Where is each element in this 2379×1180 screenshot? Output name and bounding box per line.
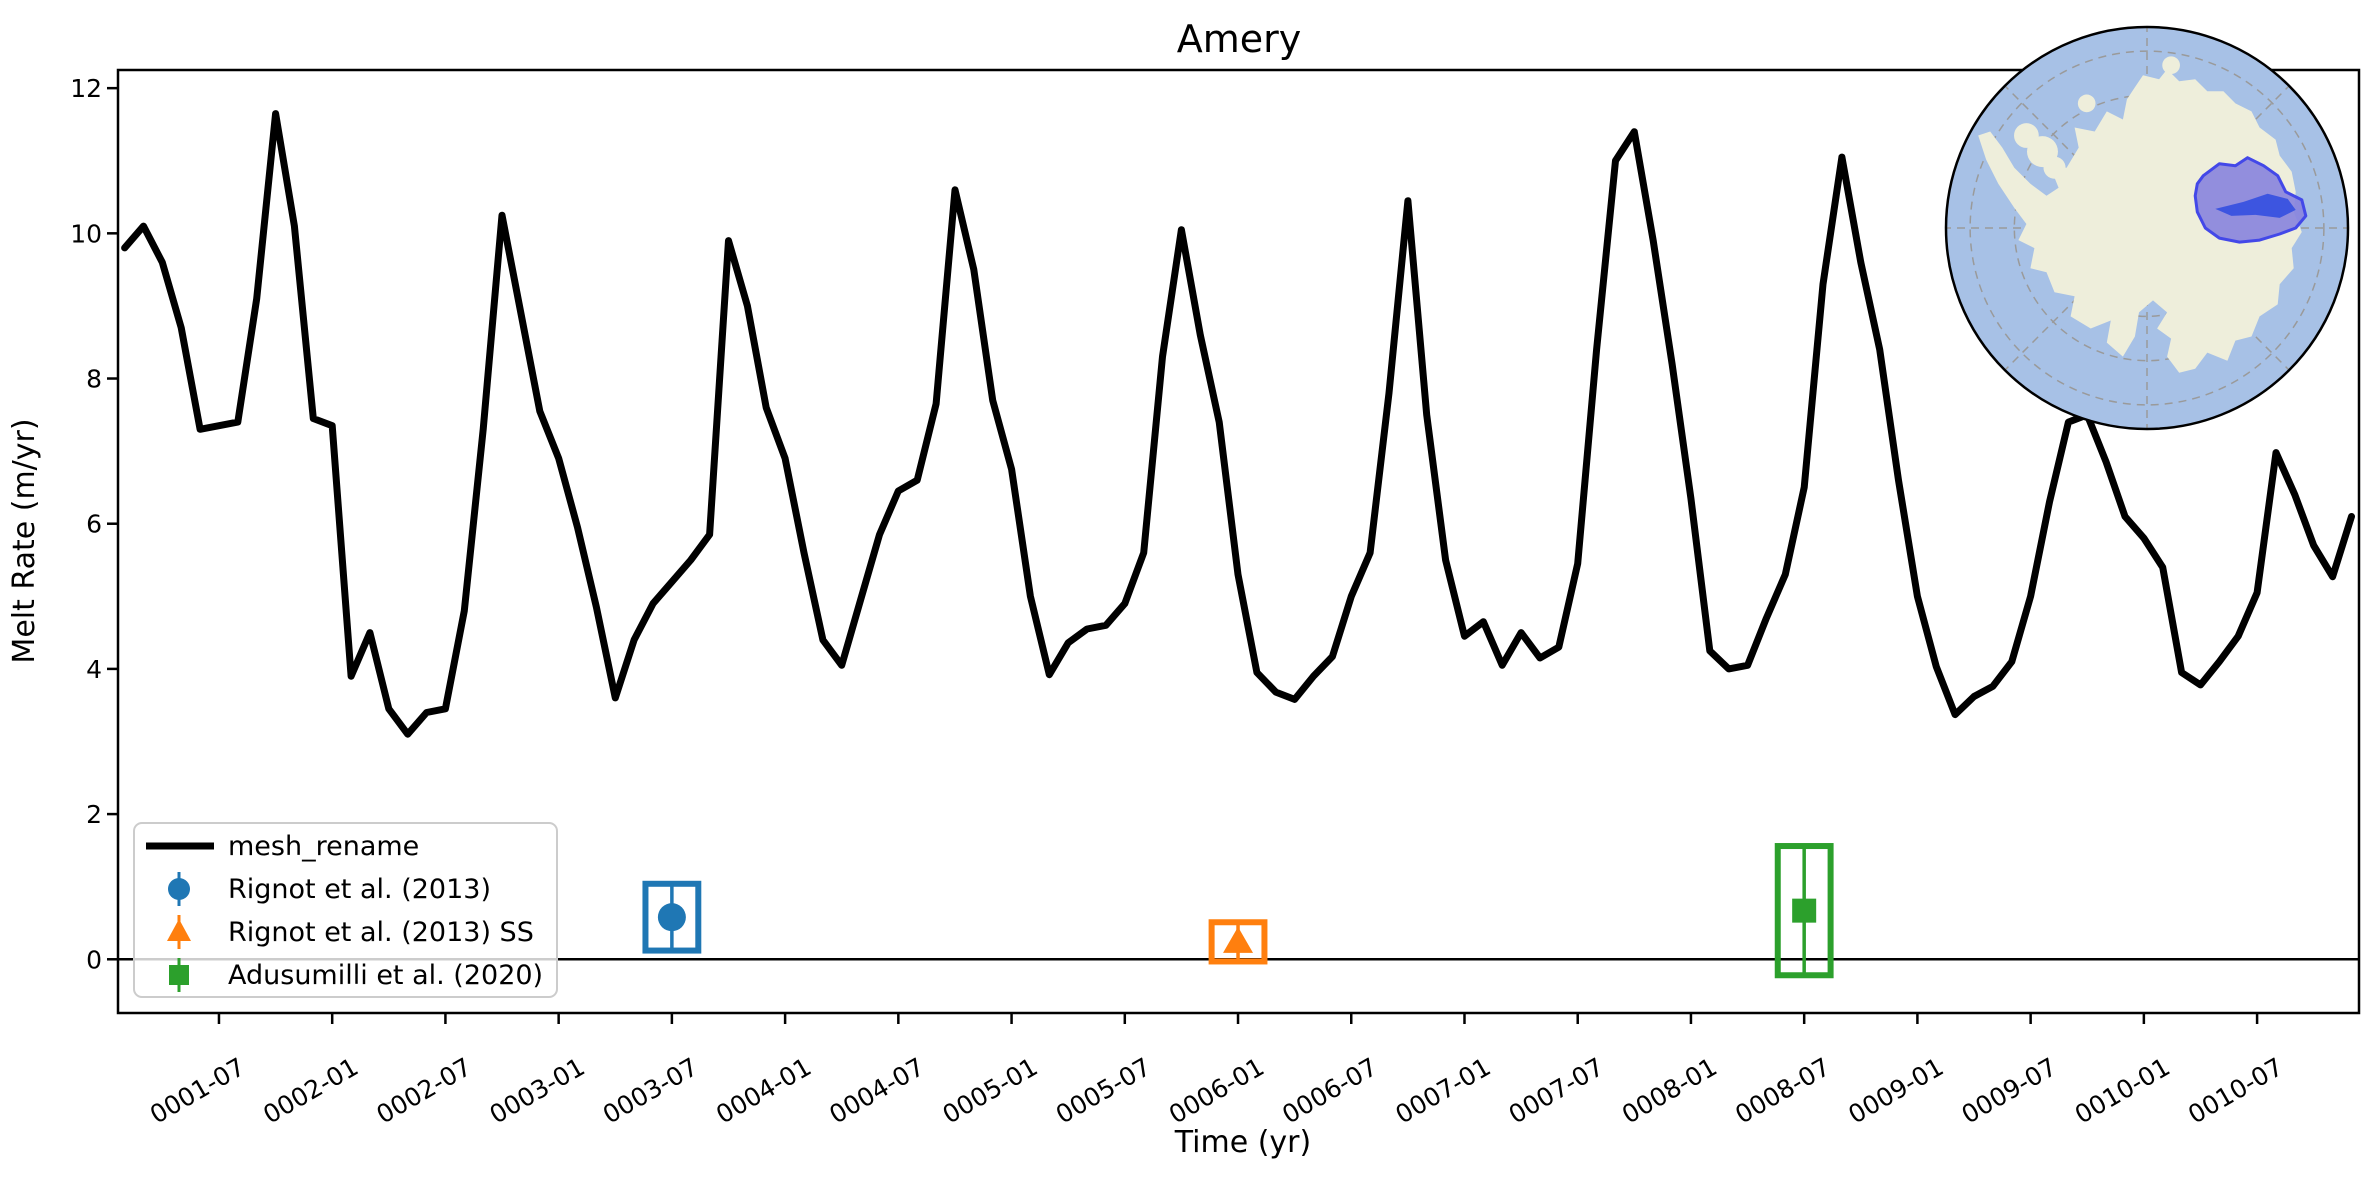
legend-item: mesh_rename bbox=[146, 831, 419, 862]
chart-title: Amery bbox=[1177, 17, 1302, 61]
x-tick-label: 0009-01 bbox=[1843, 1052, 1948, 1129]
legend: mesh_rename Rignot et al. (2013) Rignot et… bbox=[133, 822, 558, 998]
circle-marker-icon bbox=[168, 878, 190, 900]
x-tick-label: 0009-07 bbox=[1957, 1052, 2062, 1129]
x-tick-label: 0003-07 bbox=[598, 1052, 703, 1129]
y-tick-label: 6 bbox=[86, 510, 102, 539]
y-axis-label: Melt Rate (m/yr) bbox=[7, 418, 42, 663]
map-outline bbox=[1944, 25, 2350, 431]
legend-label: Adusumilli et al. (2020) bbox=[228, 960, 543, 991]
y-tick-label: 12 bbox=[70, 74, 102, 103]
square-marker-icon bbox=[1792, 898, 1817, 923]
x-tick-label: 0001-07 bbox=[145, 1052, 250, 1129]
observation-markers bbox=[642, 843, 1834, 979]
circle-marker-icon bbox=[657, 903, 686, 932]
melt-rate-line-layer bbox=[121, 110, 2355, 738]
amery-ice-shelf bbox=[2215, 193, 2296, 218]
x-tick-label: 0007-07 bbox=[1504, 1052, 1609, 1129]
x-tick-label: 0006-01 bbox=[1164, 1052, 1269, 1129]
island bbox=[2043, 156, 2066, 179]
legend-item: Rignot et al. (2013) SS bbox=[167, 915, 534, 949]
x-tick-label: 0004-01 bbox=[711, 1052, 816, 1129]
x-tick-label: 0002-01 bbox=[258, 1052, 363, 1129]
y-tick-label: 2 bbox=[86, 800, 102, 829]
square-marker-icon bbox=[169, 965, 189, 985]
x-tick-label: 0006-07 bbox=[1277, 1052, 1382, 1129]
x-tick-label: 0008-07 bbox=[1730, 1052, 1835, 1129]
melt-rate-line bbox=[121, 110, 2355, 738]
y-tick-label: 0 bbox=[86, 945, 102, 974]
observation-circle bbox=[642, 880, 702, 954]
observation-square bbox=[1774, 843, 1834, 979]
antarctica-landmass bbox=[1978, 69, 2302, 373]
legend-item: Adusumilli et al. (2020) bbox=[169, 958, 543, 992]
x-tick-label: 0010-01 bbox=[2070, 1052, 2175, 1129]
x-tick-label: 0008-01 bbox=[1617, 1052, 1722, 1129]
legend-label: mesh_rename bbox=[228, 831, 419, 862]
legend-box bbox=[133, 822, 558, 998]
observation-triangle bbox=[1208, 919, 1268, 965]
triangle-marker-icon bbox=[167, 919, 191, 941]
x-tick-label: 0005-07 bbox=[1051, 1052, 1156, 1129]
x-tick-label: 0010-07 bbox=[2183, 1052, 2288, 1129]
x-tick-label: 0002-07 bbox=[371, 1052, 476, 1129]
x-tick-label: 0007-01 bbox=[1391, 1052, 1496, 1129]
x-tick-label: 0003-01 bbox=[485, 1052, 590, 1129]
y-tick-label: 8 bbox=[86, 365, 102, 394]
triangle-marker-icon bbox=[1223, 926, 1254, 953]
legend-label: Rignot et al. (2013) bbox=[228, 874, 491, 905]
x-tick-label: 0004-07 bbox=[824, 1052, 929, 1129]
legend-label: Rignot et al. (2013) SS bbox=[228, 917, 534, 948]
graticule-circle bbox=[1969, 50, 2325, 406]
x-axis-label: Time (yr) bbox=[1174, 1125, 1311, 1160]
y-tick-label: 4 bbox=[86, 655, 102, 684]
y-tick-label: 10 bbox=[70, 219, 102, 248]
legend-item: Rignot et al. (2013) bbox=[168, 872, 491, 906]
island bbox=[2162, 56, 2180, 75]
x-tick-label: 0005-01 bbox=[938, 1052, 1043, 1129]
inset-map-content bbox=[1946, 27, 2348, 429]
island bbox=[2014, 123, 2039, 148]
island bbox=[2077, 94, 2096, 113]
antarctica-inset-map bbox=[1944, 25, 2350, 431]
